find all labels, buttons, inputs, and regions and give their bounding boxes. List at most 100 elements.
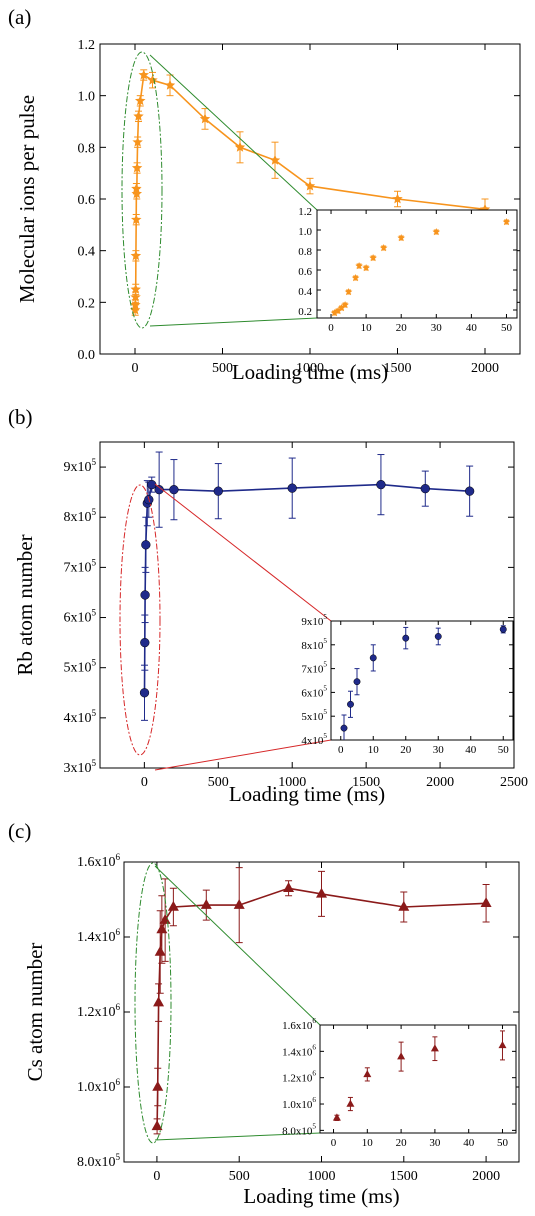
- panel-label: (b): [8, 405, 33, 429]
- data-point-marker: [269, 154, 281, 165]
- x-tick-label: 50: [498, 744, 510, 756]
- zoom-connector: [154, 1132, 321, 1141]
- y-tick-label: 0.4: [298, 286, 312, 298]
- data-point-marker: [480, 897, 492, 907]
- y-tick-label: 0.0: [78, 348, 96, 363]
- x-axis-label: Loading time (ms): [232, 360, 388, 384]
- panel-2-inset: 0 10 20 30 40 50 8.0x105 1.0x106 1.2x106 1.4x106 1…: [282, 1017, 517, 1149]
- x-tick-label: 0: [132, 361, 139, 376]
- zoom-connector: [149, 317, 318, 327]
- data-point-marker: [132, 136, 143, 147]
- data-point-marker: [147, 74, 158, 85]
- data-point-marker: [499, 625, 507, 633]
- y-tick-label: 6x105: [301, 684, 327, 699]
- inset-background: [320, 1025, 516, 1133]
- y-tick-label: 0.6: [78, 193, 96, 208]
- data-point-marker: [346, 1099, 355, 1107]
- x-tick-label: 1500: [384, 361, 412, 376]
- x-tick-label: 30: [433, 744, 445, 756]
- x-tick-label: 0: [328, 322, 334, 334]
- data-point-marker: [153, 996, 165, 1007]
- x-tick-label: 1500: [352, 775, 380, 790]
- data-point-marker: [141, 540, 151, 550]
- x-tick-label: 30: [431, 322, 443, 334]
- y-tick-label: 1.6x106: [282, 1017, 316, 1032]
- x-tick-label: 50: [497, 1137, 509, 1149]
- data-point-marker: [351, 274, 360, 282]
- x-tick-label: 0: [153, 1169, 160, 1184]
- data-point-marker: [347, 700, 354, 708]
- data-point-marker: [151, 1120, 163, 1131]
- x-tick-label: 50: [501, 322, 513, 334]
- inset-frame: [330, 620, 514, 741]
- y-tick-label: 0.2: [298, 306, 312, 318]
- data-point-marker: [434, 633, 442, 640]
- data-point-marker: [420, 483, 430, 494]
- x-tick-label: 2000: [471, 361, 499, 376]
- y-tick-label: 0.2: [78, 296, 96, 311]
- y-tick-label: 7x105: [301, 661, 327, 676]
- data-point-marker: [138, 69, 149, 80]
- zoom-connector: [149, 54, 318, 211]
- data-point-marker: [376, 479, 386, 490]
- inset-background: [317, 210, 517, 318]
- zoom-ellipse: [119, 484, 161, 756]
- y-tick-label: 8.0x105: [282, 1122, 316, 1137]
- x-tick-label: 2500: [500, 775, 528, 790]
- data-point-marker: [156, 923, 168, 934]
- data-point-marker: [213, 486, 223, 496]
- panel-0-inset: 0 10 20 30 40 50 0.2 0.4 0.6 0.8 1.0 1.2: [298, 206, 518, 334]
- x-tick-label: 20: [400, 744, 412, 756]
- x-tick-label: 1500: [390, 1169, 418, 1184]
- y-tick-label: 0.4: [78, 245, 96, 260]
- y-tick-label: 7x105: [63, 557, 96, 575]
- data-point-marker: [369, 254, 377, 262]
- data-point-marker: [397, 234, 405, 242]
- data-point-marker: [334, 307, 342, 315]
- y-tick-label: 3x105: [63, 758, 96, 776]
- data-point-marker: [353, 678, 361, 686]
- data-series: [139, 451, 475, 721]
- zoom-ellipse: [134, 862, 172, 1144]
- y-tick-label: 5x105: [63, 658, 96, 676]
- y-tick-label: 6x105: [63, 608, 96, 626]
- data-point-marker: [340, 724, 348, 732]
- data-point-marker: [130, 291, 141, 302]
- y-tick-label: 0.8: [298, 246, 312, 258]
- data-point-marker: [344, 288, 353, 296]
- data-point-marker: [133, 110, 144, 121]
- y-tick-label: 9x105: [301, 613, 327, 628]
- zoom-connector: [154, 483, 332, 622]
- data-point-marker: [432, 228, 441, 236]
- x-tick-label: 2000: [472, 1169, 500, 1184]
- y-tick-label: 0.6: [298, 266, 312, 278]
- data-point-marker: [398, 900, 410, 911]
- x-tick-label: 500: [229, 1169, 250, 1184]
- data-point-marker: [135, 95, 146, 106]
- data-point-marker: [287, 483, 297, 493]
- y-tick-label: 4x105: [301, 732, 327, 747]
- data-point-marker: [430, 1044, 439, 1052]
- zoom-connector: [154, 865, 321, 1026]
- data-point-marker: [234, 141, 246, 152]
- data-point-marker: [200, 899, 212, 909]
- x-tick-label: 10: [362, 1137, 374, 1149]
- data-point-marker: [169, 484, 179, 495]
- data-point-marker: [140, 637, 150, 648]
- data-point-marker: [316, 887, 327, 898]
- y-tick-label: 4x105: [63, 708, 96, 726]
- panel-label: (a): [8, 5, 31, 29]
- data-point-marker: [154, 484, 164, 495]
- data-point-marker: [140, 590, 150, 600]
- y-tick-label: 1.4x106: [282, 1043, 316, 1058]
- panel-2-main-axes: 0 500 1000 1500 20008.0x1051.0x1061.2x1061.4…: [77, 852, 520, 1184]
- data-series: [129, 69, 491, 316]
- x-axis-label: Loading time (ms): [243, 1184, 399, 1208]
- inset-frame: [319, 1024, 517, 1134]
- x-tick-label: 20: [396, 1137, 408, 1149]
- y-tick-label: 0.8: [78, 141, 96, 156]
- data-point-marker: [502, 218, 511, 226]
- y-tick-label: 1.0: [298, 226, 312, 238]
